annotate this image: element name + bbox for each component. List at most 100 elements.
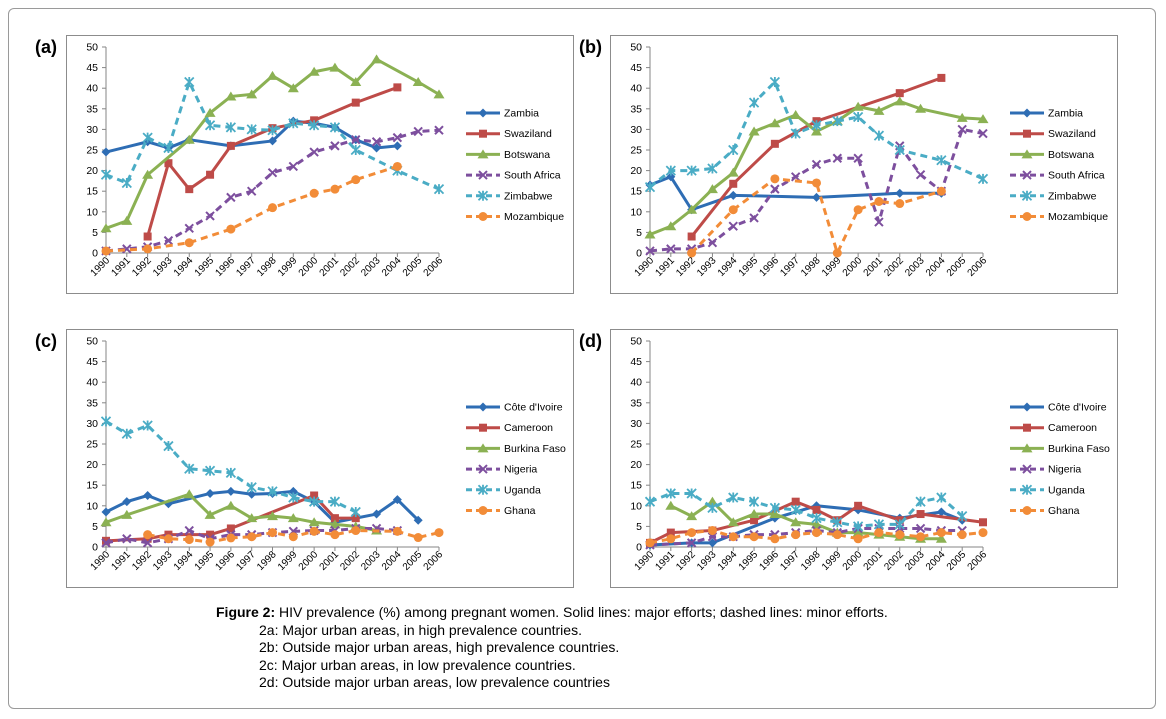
data-point-swaziland [770,139,779,148]
x-tick-label: 2002 [338,549,362,573]
x-tick-label: 1998 [255,255,279,279]
x-tick-label: 1992 [130,549,154,573]
data-point-botswana [204,107,216,117]
y-tick-label: 10 [630,500,642,512]
data-point-burkina-faso [852,527,864,537]
data-point-cameroon [310,491,319,500]
data-point-zimbabwe [790,128,801,139]
series-south-africa [645,124,988,256]
data-point-c-te-d-ivoire [936,507,946,517]
data-point-botswana [665,221,677,231]
data-point-cameroon [916,510,925,519]
data-point-south-africa [666,244,676,254]
data-point-ghana [853,534,863,544]
legend-label-burkina-faso: Burkina Faso [504,443,566,455]
data-point-mozambique [812,178,821,188]
series-botswana [100,54,445,233]
data-point-botswana [412,77,424,87]
data-point-swaziland [143,232,152,241]
data-point-ghana [687,528,697,538]
data-point-cameroon [854,501,863,510]
legend-marker-botswana [1021,149,1033,159]
legend-marker-swaziland [1023,129,1031,138]
data-point-zambia [392,141,402,151]
x-tick-label: 1991 [653,255,677,279]
x-tick-label: 1997 [234,549,258,573]
data-point-mozambique [728,205,738,215]
data-point-mozambique [936,186,946,196]
data-point-ghana [184,535,194,545]
data-point-cameroon [330,514,339,523]
data-point-uganda [308,496,320,507]
data-point-cameroon [791,497,800,506]
data-point-mozambique [226,224,236,234]
data-point-ghana [936,528,946,538]
data-point-botswana [727,167,739,177]
data-point-zambia [728,190,738,200]
legend-marker-ghana [1022,506,1032,515]
data-point-ghana [268,528,277,538]
data-point-swaziland [895,89,904,98]
data-point-zimbabwe [100,169,112,180]
data-point-botswana [811,126,822,136]
data-point-south-africa [351,134,361,145]
legend-marker-botswana [477,149,489,159]
series-line-mozambique [690,177,942,255]
data-point-south-africa [645,246,655,256]
data-point-zimbabwe [665,165,676,176]
x-tick-label: 2003 [903,549,927,573]
x-tick-label: 2001 [318,255,342,279]
legend-label-zambia: Zambia [504,108,539,120]
y-tick-label: 50 [86,42,98,54]
data-point-zimbabwe [225,122,237,133]
data-point-zimbabwe [644,181,656,193]
data-point-cameroon [226,524,235,533]
data-point-botswana [790,109,802,119]
data-point-ghana [728,532,738,542]
y-tick-label: 40 [86,377,98,389]
data-point-c-te-d-ivoire [392,495,402,505]
legend-label-south-africa: South Africa [1048,170,1105,182]
x-tick-label: 1998 [799,549,823,573]
data-point-mozambique [330,184,340,194]
legend-label-botswana: Botswana [504,149,550,161]
legend-label-zambia: Zambia [1048,108,1083,120]
data-point-south-africa [309,147,319,157]
data-point-south-africa [874,217,884,227]
data-point-uganda [329,496,341,507]
legend-label-south-africa: South Africa [504,170,561,182]
data-point-swaziland [729,179,738,188]
data-point-zambia [812,192,821,202]
legend-label-uganda: Uganda [1048,484,1085,496]
legend-marker-uganda [1021,484,1033,495]
data-point-c-te-d-ivoire [372,509,382,519]
data-point-swaziland [226,141,235,150]
x-tick-label: 2006 [422,549,446,573]
x-tick-label: 1994 [172,255,196,279]
data-point-burkina-faso [204,509,216,519]
x-tick-label: 1991 [653,549,677,573]
series-line-nigeria [649,526,963,547]
series-line-south-africa [649,127,984,253]
y-tick-label: 20 [630,165,642,177]
data-point-south-africa [246,186,257,196]
chart-panel-d: 0510152025303540455019901991199219931994… [630,336,1110,573]
legend-label-nigeria: Nigeria [1048,464,1081,476]
y-tick-label: 45 [630,356,642,368]
data-point-ghana [205,537,215,547]
data-point-zimbabwe [267,125,278,136]
legend-marker-cameroon [479,423,487,432]
data-point-south-africa [853,153,863,163]
data-point-uganda [686,488,697,499]
data-point-botswana [308,66,320,76]
data-point-burkina-faso [267,511,278,521]
y-tick-label: 30 [86,124,98,136]
data-point-zimbabwe [246,124,257,135]
x-tick-label: 2006 [422,255,446,279]
data-point-zimbabwe [894,144,905,156]
figure-caption: Figure 2: HIV prevalence (%) among pregn… [216,604,888,692]
data-point-swaziland [937,73,946,82]
y-tick-label: 40 [86,83,98,95]
series-line-botswana [649,99,984,236]
chart-panel-b: 0510152025303540455019901991199219931994… [630,42,1108,279]
